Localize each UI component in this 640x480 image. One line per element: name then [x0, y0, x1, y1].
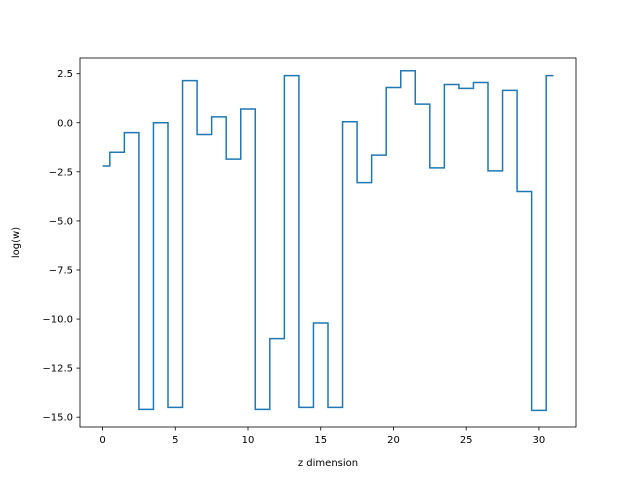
x-tick-label: 5	[172, 435, 178, 446]
y-tick-label: −12.5	[42, 364, 73, 375]
y-tick-label: −7.5	[49, 265, 73, 276]
x-axis: 0 5 10 15 20 25 30	[99, 427, 545, 446]
y-tick-label: −2.5	[49, 167, 73, 178]
x-axis-label: z dimension	[298, 458, 358, 469]
x-tick-label: 25	[460, 435, 473, 446]
x-tick-label: 20	[387, 435, 400, 446]
x-tick-label: 0	[99, 435, 105, 446]
y-tick-label: −5.0	[49, 216, 73, 227]
y-tick-label: −10.0	[42, 315, 73, 326]
y-axis-label: log(w)	[11, 227, 22, 258]
y-tick-label: −15.0	[42, 413, 73, 424]
x-tick-label: 10	[242, 435, 255, 446]
y-tick-label: 2.5	[57, 69, 73, 80]
x-tick-label: 30	[533, 435, 546, 446]
x-tick-label: 15	[314, 435, 327, 446]
series-line-0	[102, 70, 554, 412]
axes-frame	[79, 57, 577, 428]
plot-area	[102, 70, 554, 412]
y-tick-label: 0.0	[57, 118, 73, 129]
y-axis: 2.5 0.0 −2.5 −5.0 −7.5 −10.0 −12.5 −15.0	[42, 69, 80, 424]
